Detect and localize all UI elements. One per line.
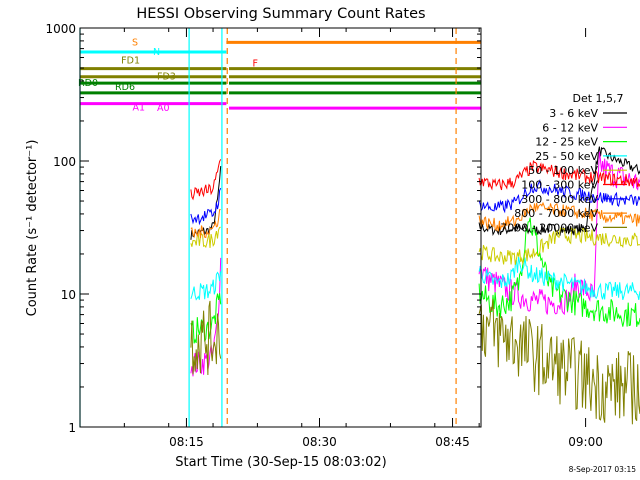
series-line [478, 217, 640, 327]
legend-label: 3 - 6 keV [549, 107, 598, 120]
flag-label: A1 [132, 103, 145, 114]
y-tick-label: 1 [68, 421, 76, 435]
y-tick-label: 10 [61, 288, 76, 302]
series-line [478, 179, 640, 214]
flag-label: S [132, 37, 138, 48]
series-line [190, 300, 222, 376]
flag-label: RD0 [78, 78, 98, 89]
flag-label: FD3 [157, 72, 176, 83]
x-axis-label: Start Time (30-Sep-15 08:03:02) [175, 455, 386, 470]
series-line [190, 271, 222, 301]
y-axis: 1 10 100 1000 [45, 22, 481, 435]
legend-label: 100 - 300 keV [521, 179, 598, 192]
legend-label: 7000 - 20000 keV [500, 221, 598, 234]
legend-label: 800 - 7000 keV [514, 207, 598, 220]
y-tick-label: 100 [53, 155, 76, 169]
flag-label: A0 [157, 103, 170, 114]
series-line [190, 209, 221, 239]
x-tick-label: 08:15 [169, 435, 204, 449]
series-line [190, 159, 222, 201]
series-line [478, 201, 640, 232]
y-axis-label: Count Rate (s⁻¹ detector⁻¹) [25, 140, 40, 317]
flag-label: F [253, 58, 258, 69]
series-line [478, 226, 640, 266]
flag-label: RD6 [115, 82, 135, 93]
legend-label: 300 - 800 keV [521, 193, 598, 206]
series-line [478, 146, 640, 236]
series-line [190, 226, 221, 249]
observing-flags: S N F FD1 FD3 RD0 RD6 A1 A0 [78, 37, 481, 114]
legend-label: 6 - 12 keV [542, 121, 598, 134]
legend-label: 50 - 100 keV [528, 164, 598, 177]
legend-title: Det 1,5,7 [572, 92, 623, 105]
x-tick-label: 08:30 [302, 435, 337, 449]
series-line [478, 160, 640, 191]
y-tick-label: 1000 [45, 22, 76, 36]
timestamp-stamp: 8-Sep-2017 03:15 [569, 465, 637, 474]
data-series [190, 146, 640, 425]
series-line [190, 293, 222, 344]
series-line [478, 298, 640, 425]
legend-label: 12 - 25 keV [535, 136, 598, 149]
series-line [478, 256, 640, 301]
series-line [190, 187, 222, 226]
legend-label: 25 - 50 keV [535, 150, 598, 163]
x-tick-label: 08:45 [435, 435, 470, 449]
flag-label: FD1 [121, 56, 140, 67]
chart-title: HESSI Observing Summary Count Rates [136, 6, 425, 22]
plot-frame [79, 27, 482, 428]
flag-label: N [153, 47, 160, 58]
x-tick-label: 09:00 [568, 435, 603, 449]
